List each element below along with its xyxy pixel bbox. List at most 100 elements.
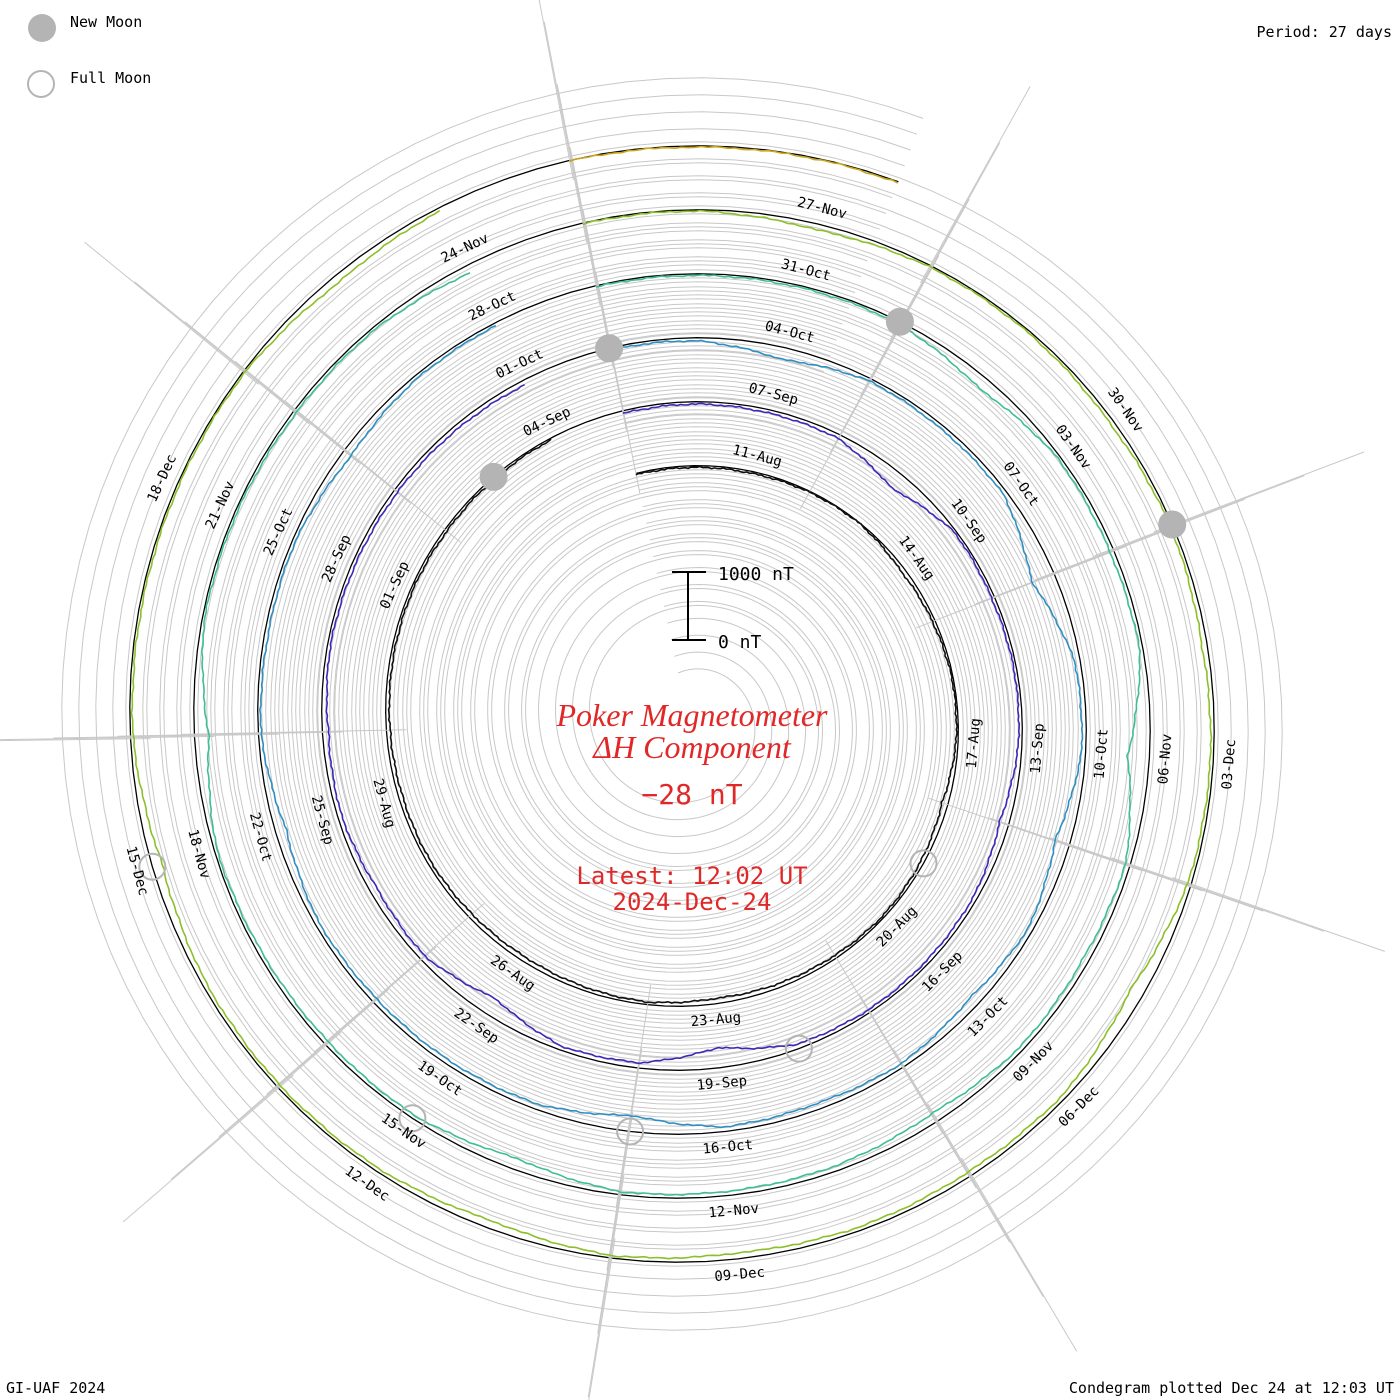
day-spoke (1172, 877, 1385, 952)
date-tick-label: 24-Nov (439, 230, 492, 266)
date-tick-label: 28-Oct (466, 288, 519, 324)
scale-bar-bottom-label: 0 nT (718, 632, 762, 653)
current-value: −28 nT (641, 778, 742, 811)
scale-bar: 1000 nT 0 nT (672, 564, 794, 653)
day-spoke (184, 321, 360, 464)
day-spoke (606, 1048, 643, 1271)
date-tick-label: 19-Sep (696, 1073, 748, 1094)
latest-date: 2024-Dec-24 (613, 888, 772, 916)
full-moon-legend-label: Full Moon (70, 69, 152, 87)
date-tick-label: 12-Nov (708, 1201, 760, 1222)
full-moon-marker (784, 1034, 813, 1063)
day-spoke (234, 360, 411, 504)
day-spoke (597, 1111, 634, 1334)
date-tick-label: 25-Oct (261, 506, 297, 559)
full-moon-marker (138, 852, 167, 881)
day-spoke (615, 984, 652, 1208)
latest-time: Latest: 12:02 UT (576, 862, 807, 890)
day-spoke (595, 272, 641, 494)
scale-bar-top-label: 1000 nT (718, 564, 794, 585)
full-moon-legend-icon (27, 70, 55, 98)
date-tick-label: 17-Aug (964, 718, 984, 770)
grid-spiral (333, 349, 1011, 1059)
grid-spiral (95, 111, 1249, 1297)
day-spoke (117, 731, 343, 737)
day-spoke (543, 21, 588, 243)
date-tick-label: 10-Oct (1092, 728, 1112, 780)
grid-spiral (316, 332, 1028, 1076)
series-line (569, 145, 899, 184)
day-spoke (587, 1175, 625, 1398)
grid-spiral (299, 315, 1045, 1093)
date-tick-label: 06-Nov (1155, 733, 1175, 785)
date-tick-label: 03-Dec (1219, 738, 1239, 790)
day-spoke (170, 1031, 342, 1180)
date-tick-label: 18-Nov (184, 828, 213, 881)
day-spoke (218, 989, 390, 1138)
date-tick-label: 09-Dec (714, 1264, 766, 1285)
day-spoke (920, 86, 1031, 284)
day-spoke (582, 209, 627, 431)
series-line (325, 383, 1021, 1065)
grid-spiral (180, 196, 1164, 1212)
day-spoke (1050, 837, 1264, 912)
day-spoke (893, 1049, 1011, 1243)
grid-spiral (265, 281, 1079, 1127)
day-spoke (890, 142, 1001, 340)
date-tick-label: 23-Aug (690, 1010, 742, 1031)
day-spoke (122, 1074, 294, 1223)
new-moon-marker (479, 462, 508, 491)
chart-title-line1: Poker Magnetometer (555, 697, 828, 733)
day-spoke (134, 281, 310, 425)
day-spoke (799, 311, 909, 510)
day-spoke (314, 903, 485, 1053)
day-spoke (181, 729, 407, 735)
day-spoke (961, 1157, 1078, 1352)
new-moon-legend-label: New Moon (70, 13, 143, 31)
day-spoke (825, 940, 943, 1134)
chart-title-line2: ΔH Component (591, 729, 792, 765)
new-moon-marker (1158, 510, 1187, 539)
day-spoke (266, 946, 437, 1095)
grid-spiral (112, 128, 1232, 1280)
grid-spiral (231, 247, 1113, 1161)
day-spoke (928, 797, 1142, 872)
day-spoke (53, 733, 279, 739)
day-spoke (284, 400, 461, 543)
day-spoke (1034, 498, 1246, 581)
day-spoke (569, 147, 614, 368)
day-spoke (1111, 857, 1325, 932)
full-moon-marker (909, 849, 938, 878)
series-line (387, 438, 959, 1004)
day-spoke (989, 817, 1203, 892)
grid-spiral (61, 77, 1283, 1331)
full-moon-marker (616, 1117, 645, 1146)
new-moon-legend-icon (28, 14, 56, 42)
plotted-label: Condegram plotted Dec 24 at 12:03 UT (1068, 1379, 1394, 1397)
date-tick-label: 13-Sep (1028, 723, 1048, 775)
credit-label: GI-UAF 2024 (6, 1379, 106, 1397)
day-spoke (916, 545, 1127, 629)
day-spoke (588, 1238, 616, 1400)
period-label: Period: 27 days (1256, 23, 1392, 41)
new-moon-marker (885, 307, 914, 336)
grid-spiral (78, 94, 1266, 1314)
day-spoke (1094, 475, 1305, 557)
day-spoke (859, 198, 970, 397)
day-spoke (859, 994, 977, 1188)
grid-spiral (248, 264, 1096, 1144)
grid-spiral (214, 230, 1130, 1178)
date-tick-label: 16-Oct (702, 1137, 754, 1158)
grid-spiral (282, 298, 1062, 1110)
center-title: Poker Magnetometer ΔH Component −28 nT L… (555, 697, 828, 916)
new-moon-marker (595, 334, 624, 363)
day-spoke (975, 522, 1186, 605)
grid-spiral (163, 179, 1181, 1229)
day-spoke (0, 738, 151, 742)
series-line (258, 325, 1084, 1129)
day-spoke (84, 241, 260, 385)
moon-layer (138, 307, 1187, 1146)
date-tick-label: 15-Dec (123, 844, 152, 897)
day-spoke (1153, 451, 1365, 533)
